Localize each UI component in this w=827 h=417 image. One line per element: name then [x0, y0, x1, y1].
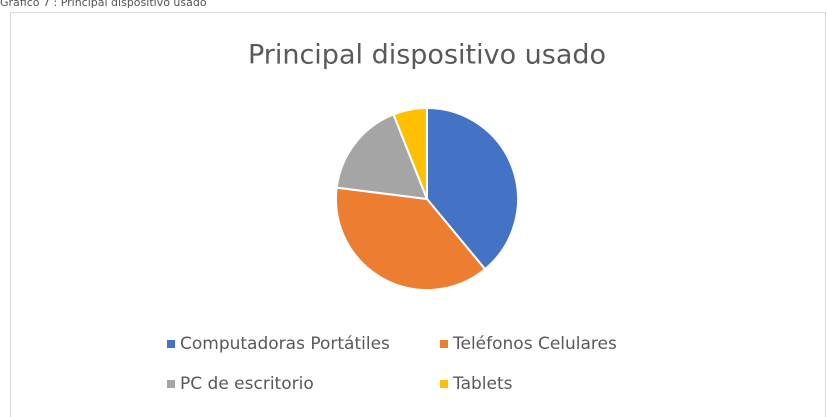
caption: Gráfico 7 : Principal dispositivo usado — [0, 0, 207, 9]
legend-label: Computadoras Portátiles — [180, 334, 390, 354]
pie-slice — [426, 106, 519, 271]
legend-swatch — [167, 340, 175, 348]
pie-slice — [335, 186, 487, 291]
legend-label: Tablets — [452, 374, 513, 394]
pie-slice — [335, 113, 429, 201]
legend-label: PC de escritorio — [180, 374, 314, 394]
legend-swatch — [167, 380, 175, 388]
chart-title: Principal dispositivo usado — [248, 40, 606, 71]
legend-swatch — [440, 380, 448, 388]
pie-slice — [392, 106, 428, 200]
legend-label: Teléfonos Celulares — [452, 334, 617, 354]
legend-swatch — [440, 340, 448, 348]
